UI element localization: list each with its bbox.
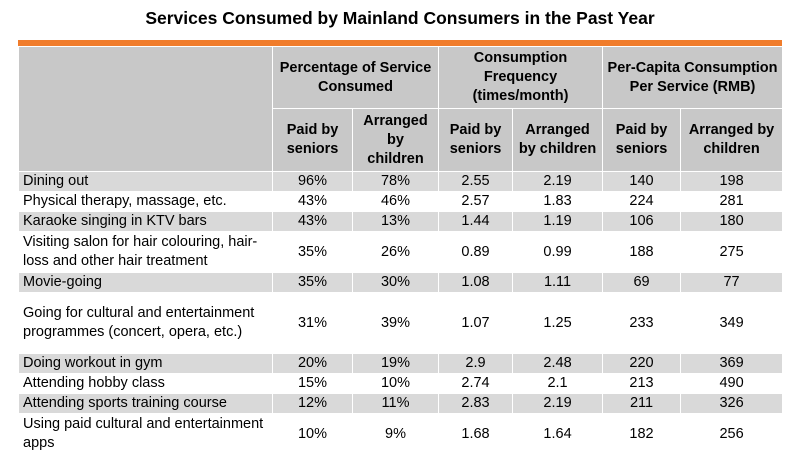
freq-arranged-cell: 0.99 <box>512 231 604 273</box>
rmb-arranged-cell: 490 <box>680 373 784 394</box>
freq-arranged-cell: 1.11 <box>512 272 604 293</box>
table-row: Attending hobby class 15% 10% 2.74 2.1 2… <box>18 373 784 394</box>
rmb-paid-cell: 182 <box>602 413 682 455</box>
table-row: Using paid cultural and entertainment ap… <box>18 413 784 455</box>
table-row: Attending sports training course 12% 11%… <box>18 393 784 414</box>
rmb-paid-cell: 213 <box>602 373 682 394</box>
pct-paid-cell: 15% <box>272 373 353 394</box>
pct-arranged-cell: 39% <box>351 292 440 354</box>
freq-arranged-cell: 2.19 <box>512 393 604 414</box>
pct-paid-cell: 43% <box>272 191 353 212</box>
service-name: Karaoke singing in KTV bars <box>18 211 273 232</box>
rmb-paid-cell: 69 <box>602 272 682 293</box>
pct-paid-cell: 35% <box>272 272 353 293</box>
pct-arranged-cell: 19% <box>351 353 440 374</box>
pct-paid-cell: 96% <box>272 171 353 192</box>
rmb-arranged-cell: 281 <box>680 191 784 212</box>
service-name: Attending hobby class <box>18 373 273 394</box>
freq-paid-cell: 1.07 <box>438 292 514 354</box>
freq-arranged-cell: 1.83 <box>512 191 604 212</box>
freq-paid-cell: 0.89 <box>438 231 514 273</box>
freq-arranged-cell: 2.19 <box>512 171 604 192</box>
table-title: Services Consumed by Mainland Consumers … <box>145 8 655 28</box>
rmb-paid-cell: 106 <box>602 211 682 232</box>
table-row: Visiting salon for hair colouring, hair-… <box>18 231 784 273</box>
subheader-pct-arranged: Arranged by children <box>351 108 440 172</box>
freq-paid-cell: 2.55 <box>438 171 514 192</box>
pct-arranged-cell: 9% <box>351 413 440 455</box>
freq-paid-cell: 2.74 <box>438 373 514 394</box>
rmb-arranged-cell: 180 <box>680 211 784 232</box>
pct-arranged-cell: 10% <box>351 373 440 394</box>
freq-paid-cell: 1.08 <box>438 272 514 293</box>
freq-arranged-cell: 1.64 <box>512 413 604 455</box>
pct-arranged-cell: 13% <box>351 211 440 232</box>
rmb-paid-cell: 140 <box>602 171 682 192</box>
table-row: Physical therapy, massage, etc. 43% 46% … <box>18 191 784 212</box>
pct-arranged-cell: 11% <box>351 393 440 414</box>
subheader-freq-arranged: Arranged by children <box>512 108 604 172</box>
rmb-arranged-cell: 275 <box>680 231 784 273</box>
subheader-freq-paid: Paid by seniors <box>438 108 514 172</box>
header-consumption-frequency: Consumption Frequency (times/month) <box>438 46 604 109</box>
pct-arranged-cell: 78% <box>351 171 440 192</box>
service-column-header <box>18 46 273 172</box>
header-percentage-consumed: Percentage of Service Consumed <box>271 46 440 109</box>
rmb-paid-cell: 224 <box>602 191 682 212</box>
service-name: Attending sports training course <box>18 393 273 414</box>
pct-paid-cell: 10% <box>272 413 353 455</box>
rmb-arranged-cell: 77 <box>680 272 784 293</box>
freq-paid-cell: 2.57 <box>438 191 514 212</box>
pct-arranged-cell: 30% <box>351 272 440 293</box>
subheader-rmb-arranged: Arranged by children <box>680 108 784 172</box>
freq-arranged-cell: 2.1 <box>512 373 604 394</box>
pct-paid-cell: 35% <box>272 231 353 273</box>
header-per-capita-consumption: Per-Capita Consumption Per Service (RMB) <box>602 46 784 109</box>
pct-paid-cell: 12% <box>272 393 353 414</box>
table-row: Karaoke singing in KTV bars 43% 13% 1.44… <box>18 211 784 232</box>
rmb-paid-cell: 233 <box>602 292 682 354</box>
service-name: Movie-going <box>18 272 273 293</box>
table-row: Going for cultural and entertainment pro… <box>18 292 784 354</box>
freq-paid-cell: 1.68 <box>438 413 514 455</box>
freq-paid-cell: 1.44 <box>438 211 514 232</box>
rmb-paid-cell: 211 <box>602 393 682 414</box>
accent-bar <box>18 40 782 46</box>
table-row: Movie-going 35% 30% 1.08 1.11 69 77 <box>18 272 784 293</box>
pct-arranged-cell: 26% <box>351 231 440 273</box>
freq-arranged-cell: 1.25 <box>512 292 604 354</box>
rmb-arranged-cell: 369 <box>680 353 784 374</box>
rmb-arranged-cell: 198 <box>680 171 784 192</box>
pct-paid-cell: 31% <box>272 292 353 354</box>
freq-arranged-cell: 1.19 <box>512 211 604 232</box>
rmb-arranged-cell: 349 <box>680 292 784 354</box>
subheader-pct-paid: Paid by seniors <box>272 108 353 172</box>
pct-paid-cell: 20% <box>272 353 353 374</box>
service-name: Going for cultural and entertainment pro… <box>18 292 273 354</box>
service-name: Visiting salon for hair colouring, hair-… <box>18 231 273 273</box>
freq-arranged-cell: 2.48 <box>512 353 604 374</box>
service-name: Doing workout in gym <box>18 353 273 374</box>
service-name: Physical therapy, massage, etc. <box>18 191 273 212</box>
rmb-paid-cell: 220 <box>602 353 682 374</box>
service-name: Dining out <box>18 171 273 192</box>
table-row: Doing workout in gym 20% 19% 2.9 2.48 22… <box>18 353 784 374</box>
freq-paid-cell: 2.9 <box>438 353 514 374</box>
rmb-arranged-cell: 256 <box>680 413 784 455</box>
pct-paid-cell: 43% <box>272 211 353 232</box>
services-table: Percentage of Service Consumed Consumpti… <box>18 46 784 455</box>
table-row: Dining out 96% 78% 2.55 2.19 140 198 <box>18 171 784 192</box>
subheader-rmb-paid: Paid by seniors <box>602 108 682 172</box>
rmb-paid-cell: 188 <box>602 231 682 273</box>
service-name: Using paid cultural and entertainment ap… <box>18 413 273 455</box>
pct-arranged-cell: 46% <box>351 191 440 212</box>
freq-paid-cell: 2.83 <box>438 393 514 414</box>
rmb-arranged-cell: 326 <box>680 393 784 414</box>
